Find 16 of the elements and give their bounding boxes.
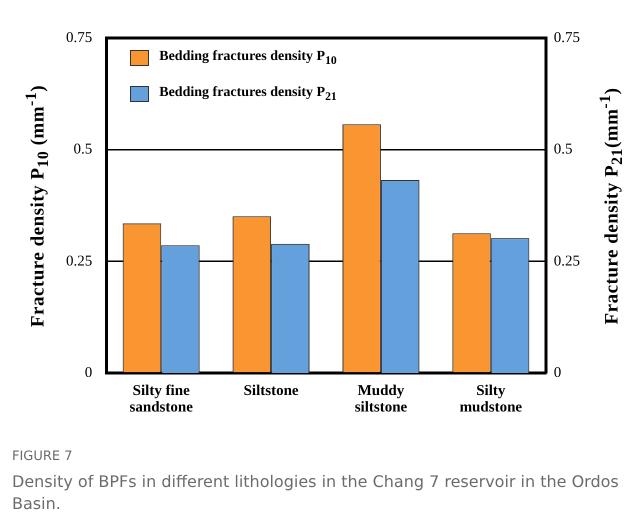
x-tick-label: Silty fine sandstone: [130, 383, 194, 416]
y2-tick-label: 0.25: [554, 253, 580, 270]
y2-tick-label: 0.5: [554, 142, 572, 158]
y-tick-label: 0.75: [66, 30, 92, 46]
x-tick-label: Silty mudstone: [460, 383, 522, 416]
x-tick-label: Siltstone: [244, 383, 299, 400]
legend-label: Bedding fractures density P$_{10}$: [159, 49, 337, 67]
y2-tick-label: 0: [554, 364, 562, 381]
x-tick-label: Muddy siltstone: [354, 383, 408, 416]
text: Density of BPFs in different lithologies in the Chang 7 reservoir in the Ordos Basin.: [12, 471, 620, 515]
legend-label: Bedding fractures density P$_{21}$: [159, 85, 337, 103]
y2-tick-label: 0.75: [554, 30, 580, 46]
y-tick-label: 0.25: [66, 253, 92, 270]
caption: FIGURE 7: [12, 448, 74, 466]
y-tick-label: 0.5: [74, 142, 92, 158]
y-tick-label: 0: [84, 364, 92, 381]
